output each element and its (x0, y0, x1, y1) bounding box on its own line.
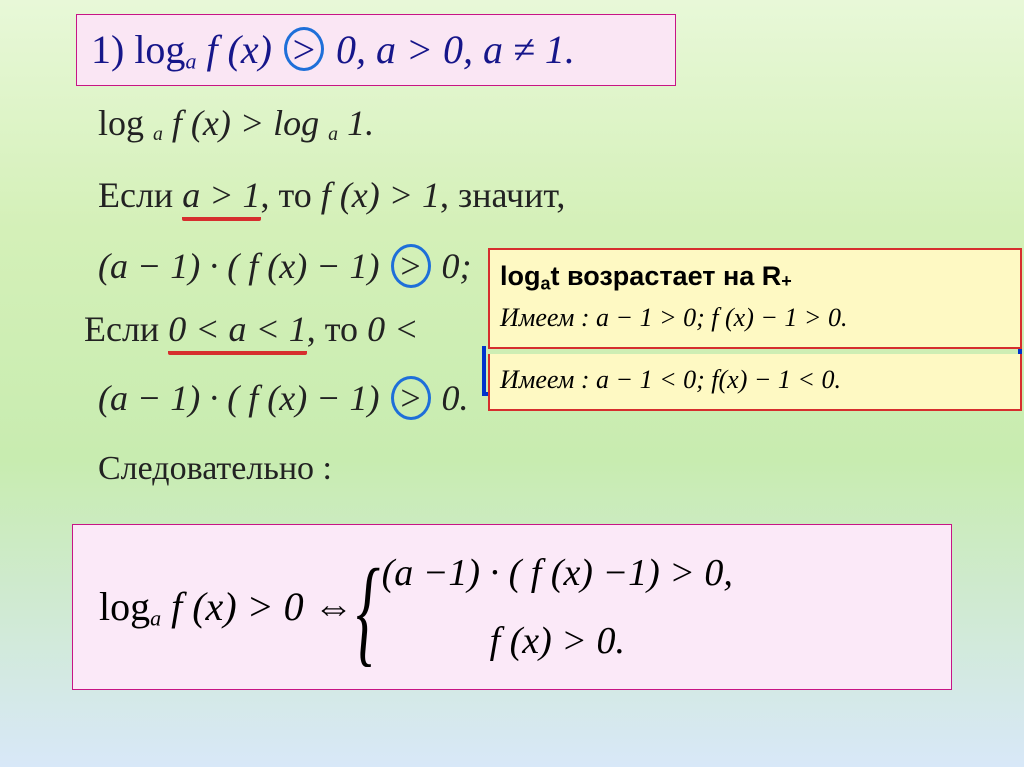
equation-line-2: log a f (x) > log a 1. (98, 102, 374, 146)
result-formula-box: loga f (x) > 0 ⇔ { (a −1) · ( f (x) −1) … (72, 524, 952, 690)
underline-red-icon: 0 < a < 1 (168, 309, 307, 355)
result-rhs: (a −1) · ( f (x) −1) > 0, f (x) > 0. (382, 539, 733, 676)
yellow-note-box-2: Имеем : a − 1 < 0; f(x) − 1 < 0. (488, 354, 1022, 411)
gt-circle-icon: > (284, 27, 324, 71)
brace-icon: { (356, 581, 380, 641)
yellow-note-row: Имеем : a − 1 < 0; f(x) − 1 < 0. (500, 360, 1010, 399)
equation-line-6: (a − 1) · ( f (x) − 1) > 0. (98, 376, 469, 420)
therefore-label: Следовательно : (98, 450, 332, 488)
header-formula-box: 1) loga f (x) > 0, a > 0, a ≠ 1. (76, 14, 676, 86)
equation-line-5: Если 0 < a < 1, то 0 < (84, 308, 418, 350)
result-lhs: loga f (x) > 0 ⇔ (99, 583, 354, 632)
gt-circle-icon: > (391, 376, 431, 420)
yellow-note-title: logat возрастает на R+ (500, 256, 1010, 298)
gt-circle-icon: > (391, 244, 431, 288)
equation-line-3: Если a > 1, то f (x) > 1, значит, (98, 174, 565, 216)
header-formula: 1) loga f (x) > 0, a > 0, a ≠ 1. (91, 26, 575, 75)
yellow-note-box-1: logat возрастает на R+ Имеем : a − 1 > 0… (488, 248, 1022, 349)
equation-line-4: (a − 1) · ( f (x) − 1) > 0; (98, 244, 472, 288)
yellow-note-row: Имеем : a − 1 > 0; f (x) − 1 > 0. (500, 298, 1010, 337)
underline-red-icon: a > 1 (182, 175, 260, 221)
